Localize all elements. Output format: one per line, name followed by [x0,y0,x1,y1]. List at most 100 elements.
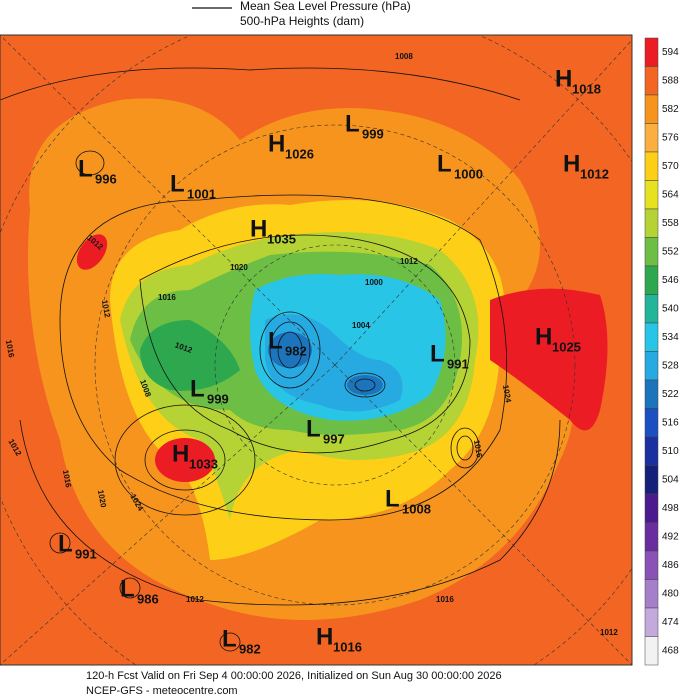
footer-source: NCEP-GFS - meteocentre.com [86,685,238,697]
colorbar-label: 522 [662,389,679,400]
isobar-label: 1016 [472,439,484,459]
pressure-center-letter: H [535,323,552,350]
isobar-label: 1004 [352,321,370,330]
pressure-center-letter: H [172,440,189,467]
pressure-center-letter: L [345,110,360,137]
pressure-center-letter: L [268,327,283,354]
colorbar-swatch [644,294,659,324]
colorbar-label: 540 [662,303,679,314]
colorbar-label: 570 [662,161,679,172]
colorbar-swatch [644,351,659,381]
pressure-center-value: 1033 [189,456,218,471]
pressure-center-value: 1035 [267,231,296,246]
colorbar-label: 498 [662,503,679,514]
pressure-center-value: 997 [323,431,345,446]
colorbar-label: 516 [662,417,679,428]
map [0,35,632,665]
pressure-center-value: 1026 [285,146,314,161]
colorbar-swatch [644,322,659,352]
isobar-label: 1008 [395,52,413,61]
pressure-center-letter: L [430,340,445,367]
colorbar-label: 558 [662,218,679,229]
isobar-label: 1012 [186,595,204,604]
pressure-center-letter: L [120,575,135,602]
pressure-center-letter: H [316,623,333,650]
pressure-center-value: 999 [362,126,384,141]
colorbar-swatch [644,522,659,552]
pressure-center-letter: L [437,150,452,177]
colorbar-swatch [644,550,659,580]
isobar-label: 1012 [400,257,418,266]
isobar-label: 1016 [158,293,176,302]
pressure-center-letter: L [58,530,73,557]
legend-mslp: Mean Sea Level Pressure (hPa) [240,0,411,13]
colorbar-swatch [644,465,659,495]
colorbar-label: 582 [662,104,679,115]
pressure-center-value: 1000 [454,166,483,181]
isobar-label: 1020 [230,263,248,272]
isobar-label: 1012 [100,299,112,319]
footer-valid: 120-h Fcst Valid on Fri Sep 4 00:00:00 2… [86,670,502,682]
pressure-center-value: 1025 [552,339,581,354]
pressure-center-value: 991 [447,356,469,371]
pressure-center-value: 999 [207,391,229,406]
pressure-center-value: 1012 [580,166,609,181]
pressure-center-value: 982 [285,343,307,358]
pressure-center-value: 982 [239,641,261,656]
isobar-label: 1020 [96,489,108,509]
colorbar-swatch [644,408,659,438]
colorbar-swatch [644,237,659,267]
pressure-center-letter: L [306,415,321,442]
pressure-center-value: 991 [75,546,97,561]
isobar-label: 1016 [4,339,16,359]
pressure-center-letter: H [250,215,267,242]
isobar-label: 1016 [436,595,454,604]
colorbar-label: 528 [662,360,679,371]
colorbar-label: 510 [662,446,679,457]
pressure-center-value: 986 [137,591,159,606]
colorbar-label: 576 [662,132,679,143]
pressure-center-letter: H [268,130,285,157]
colorbar-swatch [644,436,659,466]
pressure-center-letter: L [170,170,185,197]
colorbar-label: 492 [662,531,679,542]
colorbar-swatch [644,94,659,124]
colorbar-swatch [644,379,659,409]
isobar-label: 1000 [365,278,383,287]
map-frame [0,34,633,666]
colorbar-label: 474 [662,617,679,628]
colorbar-swatch [644,607,659,637]
colorbar-swatch [644,579,659,609]
colorbar-swatch [644,493,659,523]
pressure-center-value: 1016 [333,639,362,654]
colorbar-label: 546 [662,275,679,286]
legend-heights: 500-hPa Heights (dam) [240,14,364,28]
colorbar-swatch [644,123,659,153]
colorbar-label: 552 [662,246,679,257]
isobar-label: 1016 [61,469,73,489]
colorbar-label: 588 [662,75,679,86]
colorbar-label: 564 [662,189,679,200]
colorbar-swatch [644,180,659,210]
pressure-center-value: 1018 [572,81,601,96]
colorbar-swatch [644,151,659,181]
colorbar-label: 486 [662,560,679,571]
pressure-center-letter: L [385,485,400,512]
colorbar-swatch [644,636,659,666]
pressure-center-value: 996 [95,171,117,186]
pressure-center-letter: L [78,155,93,182]
isobar-label: 1012 [600,628,618,637]
colorbar-swatch [644,66,659,96]
colorbar-label: 504 [662,474,679,485]
colorbar-swatch [644,265,659,295]
pressure-center-letter: L [222,625,237,652]
colorbar-label: 480 [662,588,679,599]
isobar-label: 1024 [501,384,513,404]
pressure-center-letter: H [563,150,580,177]
colorbar: 594 588 582 576 570 564 558 552 546 540 534 528 522 5… [644,37,679,666]
colorbar-label: 468 [662,645,679,656]
colorbar-swatch [644,208,659,238]
pressure-center-letter: H [555,65,572,92]
pressure-center-value: 1001 [187,186,216,201]
